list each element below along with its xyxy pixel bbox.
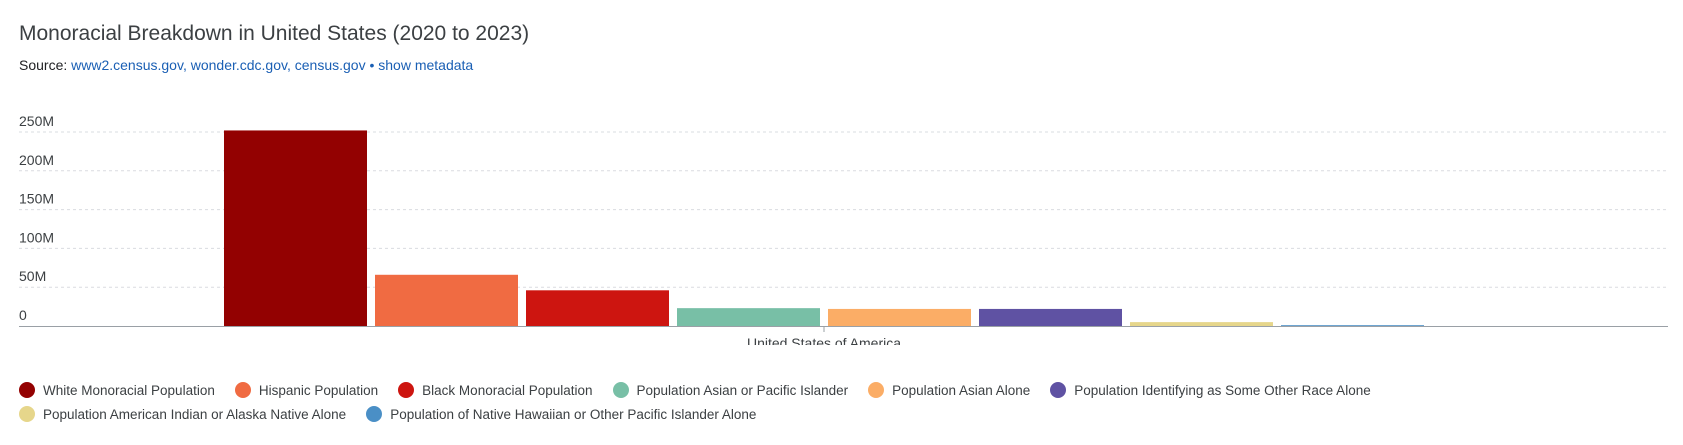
legend-item[interactable]: Population Asian Alone (868, 382, 1030, 398)
source-separator: , (182, 57, 191, 73)
bar[interactable] (526, 290, 669, 326)
bar[interactable] (677, 308, 820, 326)
y-tick-label: 200M (19, 152, 54, 168)
legend-label: Black Monoracial Population (422, 382, 593, 398)
legend-item[interactable]: Population of Native Hawaiian or Other P… (366, 406, 756, 422)
y-tick-label: 150M (19, 191, 54, 207)
source-label: Source: (19, 57, 72, 73)
legend-swatch (398, 382, 415, 398)
source-link-3[interactable]: census.gov (294, 57, 366, 73)
legend-item[interactable]: Population Identifying as Some Other Rac… (1050, 382, 1371, 398)
chart-title: Monoracial Breakdown in United States (2… (19, 22, 530, 45)
bar[interactable] (375, 274, 518, 326)
x-category-label[interactable]: United States of America (747, 335, 901, 345)
legend-swatch (612, 382, 629, 398)
legend-label: Population Identifying as Some Other Rac… (1074, 382, 1371, 398)
legend-item[interactable]: Hispanic Population (234, 382, 379, 398)
source-bullet: • (365, 57, 379, 73)
legend-item[interactable]: Black Monoracial Population (398, 382, 593, 398)
bar[interactable] (979, 308, 1122, 326)
legend-label: Population Asian or Pacific Islander (636, 382, 849, 398)
legend-swatch (868, 382, 885, 398)
source-link-1[interactable]: www2.census.gov (71, 57, 183, 73)
legend-swatch (366, 406, 383, 422)
legend-swatch (1050, 382, 1067, 398)
legend-item[interactable]: Population Asian or Pacific Islander (612, 382, 849, 398)
source-separator: , (286, 57, 295, 73)
legend-label: Population of Native Hawaiian or Other P… (390, 406, 757, 422)
legend-swatch (19, 382, 35, 398)
y-tick-label: 50M (19, 268, 46, 284)
source-link-2[interactable]: wonder.cdc.gov (190, 57, 287, 73)
chart-legend: White Monoracial Population Hispanic Popu… (19, 382, 1419, 422)
y-tick-label: 250M (19, 113, 54, 129)
legend-item[interactable]: White Monoracial Population (19, 382, 215, 398)
y-tick-label: 100M (19, 229, 54, 245)
legend-label: Hispanic Population (258, 382, 379, 398)
bar[interactable] (1281, 325, 1424, 326)
source-line: Source: www2.census.gov, wonder.cdc.gov,… (19, 57, 473, 73)
legend-label: Population Asian Alone (892, 382, 1031, 398)
legend-swatch (19, 406, 35, 422)
legend-label: White Monoracial Population (43, 382, 215, 398)
bar[interactable] (828, 308, 971, 326)
bar[interactable] (224, 130, 367, 326)
legend-label: Population American Indian or Alaska Nat… (43, 406, 347, 422)
bar[interactable] (1130, 322, 1273, 326)
legend-swatch (234, 382, 251, 398)
legend-item[interactable]: Population American Indian or Alaska Nat… (19, 406, 346, 422)
y-tick-label: 0 (19, 307, 27, 323)
bar-chart: 0 50M 100M 150M 200M 250M United States of Ame… (19, 113, 1668, 345)
show-metadata-link[interactable]: show metadata (378, 57, 474, 73)
